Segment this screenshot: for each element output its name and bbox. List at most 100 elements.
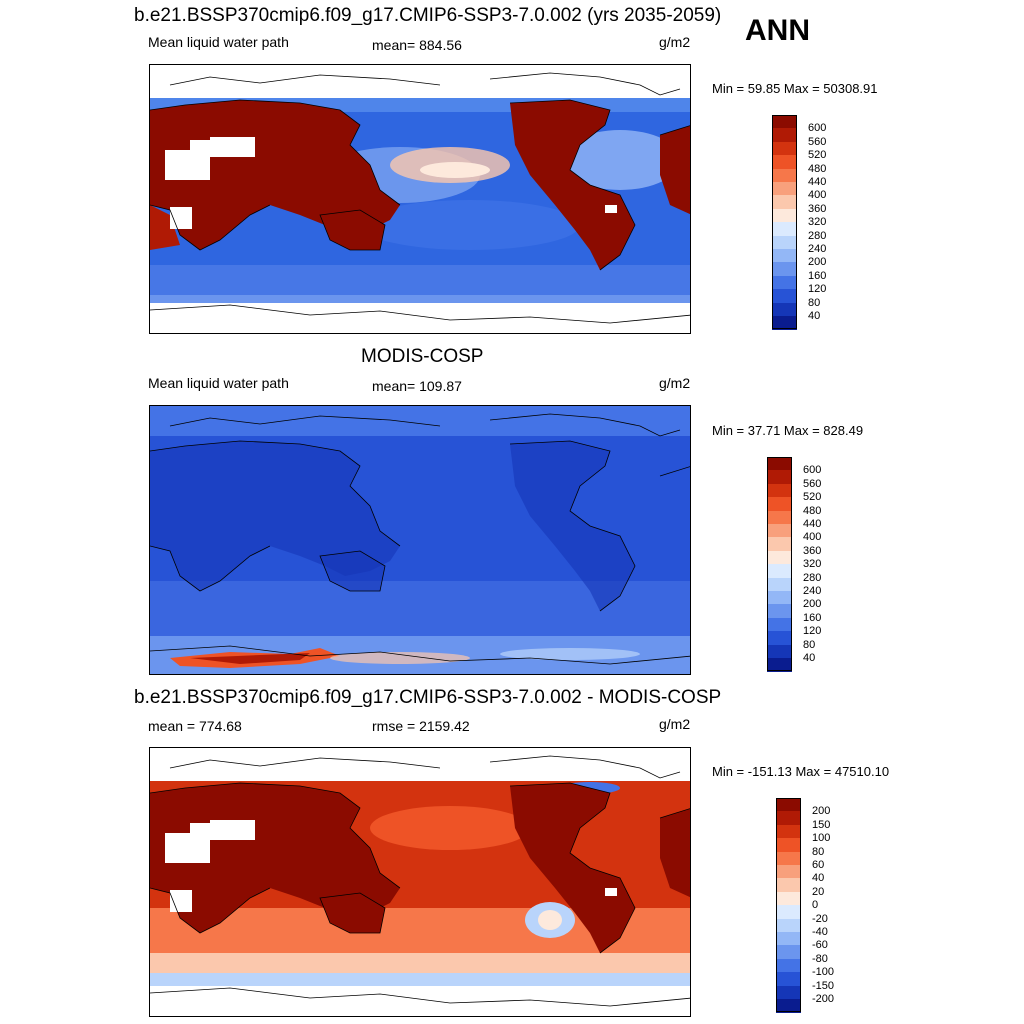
panel2-colorbar-swatch [767, 550, 792, 565]
panel3-mean: mean = 774.68 [148, 718, 242, 734]
panel1-field-label: Mean liquid water path [148, 34, 289, 50]
panel1-colorbar-swatch [772, 168, 797, 183]
panel1-colorbar-tick-label: 600 [808, 122, 827, 135]
panel2-colorbar-tick-label: 480 [803, 504, 822, 517]
panel1-colorbar-swatch [772, 128, 797, 143]
panel2-colorbar-swatch [767, 457, 792, 471]
panel3-colorbar-tick-label: -40 [812, 926, 828, 938]
panel1-colorbar-swatch [772, 262, 797, 277]
panel3-colorbar-swatch [776, 811, 801, 826]
panel2-colorbar-tick-label: 520 [803, 491, 822, 504]
panel1-colorbar-swatch [772, 289, 797, 304]
panel3-colorbar-swatch [776, 932, 801, 946]
panel3-colorbar-tick-label: 40 [812, 872, 825, 885]
panel1-map [149, 64, 691, 334]
case-title: b.e21.BSSP370cmip6.f09_g17.CMIP6-SSP3-7.… [134, 5, 722, 26]
panel3-colorbar-swatch [776, 865, 801, 879]
panel2-colorbar-tick-label: 600 [803, 464, 822, 477]
panel1-colorbar-swatch [772, 208, 797, 223]
panel3-colorbar-swatch [776, 798, 801, 812]
panel2-colorbar-swatch [767, 577, 792, 592]
panel1-colorbar-tick-label: 520 [808, 149, 827, 162]
panel2-colorbar-tick-label: 400 [803, 531, 822, 544]
panel2-colorbar-swatch [767, 497, 792, 512]
panel2-colorbar-swatch [767, 617, 792, 632]
panel2-colorbar-tick-label: 440 [803, 518, 822, 530]
panel2-colorbar-swatch [767, 591, 792, 605]
panel3-colorbar-swatch [776, 891, 801, 906]
panel1-colorbar-tick-label: 160 [808, 269, 827, 282]
panel1-colorbar-tick-label: 40 [808, 310, 821, 322]
panel3-colorbar-tick-label: 150 [812, 818, 831, 831]
panel3-colorbar-tick-label: -80 [812, 952, 828, 965]
panel1-colorbar-frame [772, 115, 797, 330]
panel2-colorbar-tick-label: 200 [803, 598, 822, 611]
panel2-title: MODIS-COSP [361, 346, 484, 367]
panel3-colorbar-tick-label: -20 [812, 912, 828, 925]
panel3-colorbar-tick-label: 60 [812, 859, 825, 871]
panel3-title: b.e21.BSSP370cmip6.f09_g17.CMIP6-SSP3-7.… [134, 687, 722, 708]
panel2-colorbar-tick-label: 80 [803, 638, 816, 651]
panel1-colorbar-tick-label: 120 [808, 283, 827, 296]
panel1-colorbar-swatch [772, 115, 797, 129]
panel1-colorbar-swatch [772, 275, 797, 290]
panel1-colorbar-tick-label: 560 [808, 135, 827, 148]
panel3-colorbar-tick-label: 20 [812, 885, 825, 898]
panel3-colorbar-swatch [776, 824, 801, 839]
panel2-minmax: Min = 37.71 Max = 828.49 [712, 423, 864, 438]
panel1-colorbar-swatch [772, 195, 797, 210]
panel1-colorbar-tick-label: 280 [808, 229, 827, 242]
panel3-colorbar-tick-label: -100 [812, 966, 835, 979]
panel3-map [149, 747, 691, 1017]
panel2-colorbar-tick-label: 160 [803, 611, 822, 624]
panel2-colorbar-swatch [767, 537, 792, 552]
panel3-colorbar-swatch [776, 945, 801, 960]
panel1-colorbar-tick-label: 200 [808, 256, 827, 269]
panel3-colorbar-swatch [776, 958, 801, 973]
panel1-colorbar-tick-label: 360 [808, 202, 827, 215]
panel1-colorbar-swatch [772, 249, 797, 263]
panel2-colorbar-swatch [767, 604, 792, 619]
panel1-colorbar-tick-label: 480 [808, 162, 827, 175]
panel3-colorbar-swatch [776, 878, 801, 893]
season-label: ANN [745, 14, 810, 47]
panel1-colorbar-swatch [772, 235, 797, 250]
panel2-colorbar-tick-label: 280 [803, 571, 822, 584]
panel1-units: g/m2 [659, 34, 691, 50]
panel2-colorbar-tick-label: 560 [803, 477, 822, 490]
panel3-units: g/m2 [659, 716, 691, 732]
panel2-colorbar-swatch [767, 631, 792, 646]
panel3-colorbar-swatch [776, 905, 801, 920]
panel2-colorbar-tick-label: 320 [803, 558, 822, 571]
panel1-mean: mean= 884.56 [372, 37, 462, 53]
panel2-units: g/m2 [659, 375, 691, 391]
panel2-colorbar-tick-label: 240 [803, 585, 822, 597]
panel2-colorbar-swatch [767, 524, 792, 538]
panel3-colorbar-tick-label: 80 [812, 845, 825, 858]
panel1-colorbar-tick-label: 400 [808, 189, 827, 202]
panel3-minmax: Min = -151.13 Max = 47510.10 [712, 764, 890, 779]
panel1-colorbar-swatch [772, 316, 797, 330]
panel3-colorbar-swatch [776, 999, 801, 1013]
panel2-field-label: Mean liquid water path [148, 375, 289, 391]
panel1-colorbar-tick-label: 80 [808, 296, 821, 309]
panel3-colorbar-swatch [776, 851, 801, 866]
panel3-colorbar-swatch [776, 838, 801, 853]
panel3-colorbar-tick-label: 0 [812, 899, 819, 912]
panel2-map [149, 405, 691, 675]
panel1-minmax: Min = 59.85 Max = 50308.91 [712, 81, 878, 96]
panel1-colorbar-swatch [772, 302, 797, 317]
panel1-colorbar-tick-label: 320 [808, 216, 827, 229]
panel3-colorbar-swatch [776, 985, 801, 1000]
panel2-colorbar-swatch [767, 644, 792, 659]
panel1-colorbar-swatch [772, 155, 797, 170]
panel1-colorbar-tick-label: 240 [808, 243, 827, 255]
panel1-colorbar-swatch [772, 182, 797, 196]
panel3-rmse: rmse = 2159.42 [372, 718, 470, 734]
panel2-colorbar-tick-label: 120 [803, 625, 822, 638]
panel3-colorbar-tick-label: -150 [812, 979, 835, 992]
panel3-colorbar-tick-label: 200 [812, 805, 831, 818]
panel2-colorbar-swatch [767, 510, 792, 525]
panel3-colorbar-tick-label: -200 [812, 993, 835, 1005]
panel2-colorbar-swatch [767, 658, 792, 672]
